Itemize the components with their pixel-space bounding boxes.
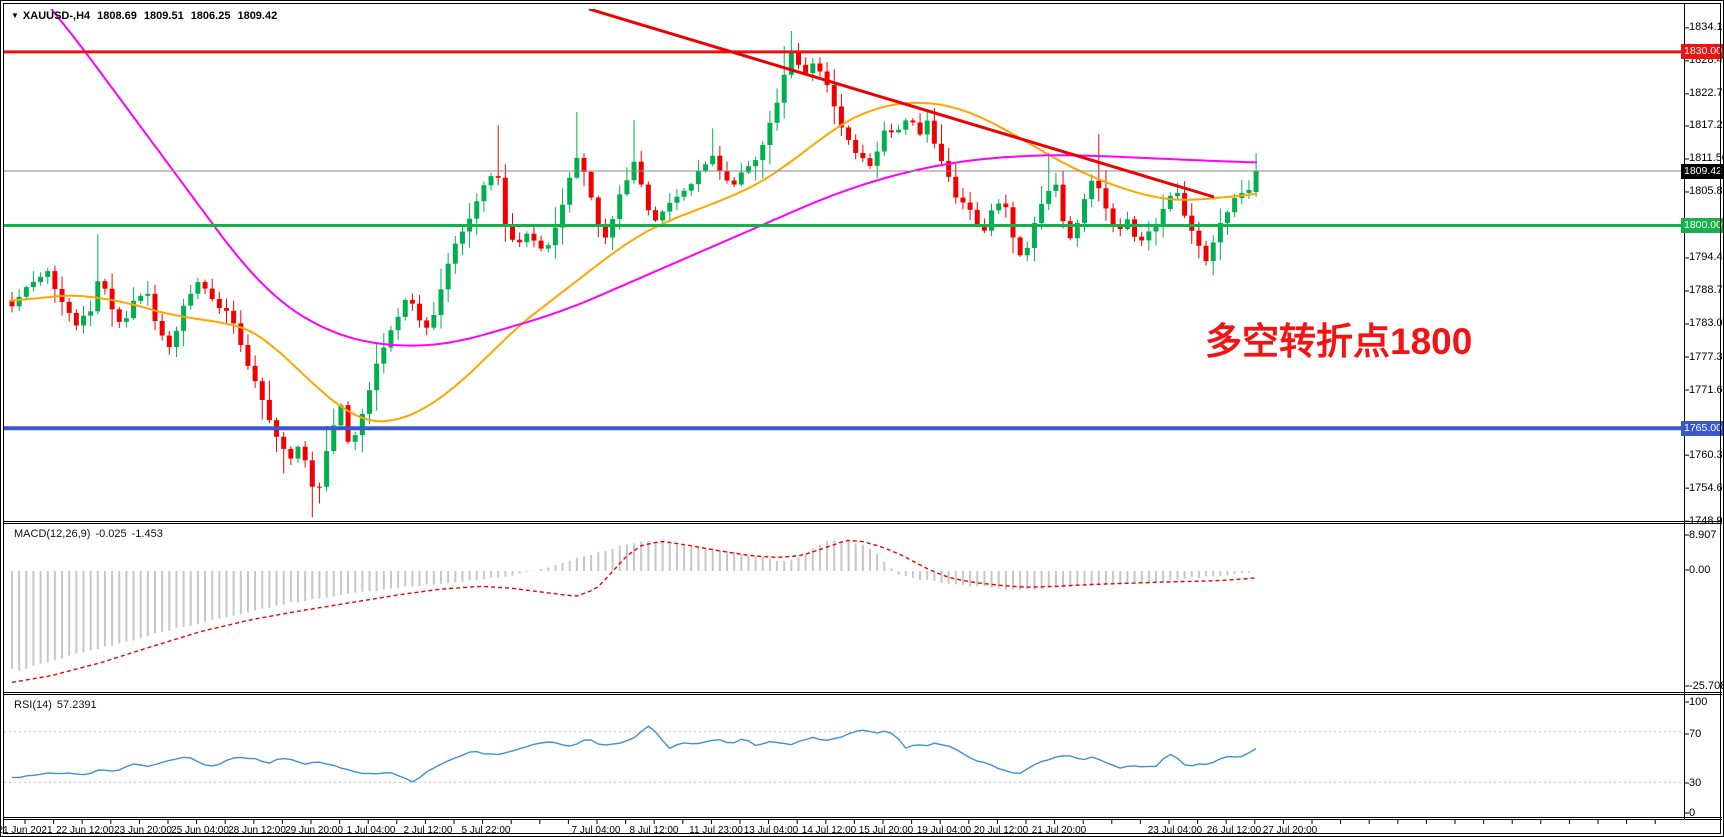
indicator-axis-label: 100 [1689, 695, 1708, 708]
price-axis-label: 1805.80 [1689, 185, 1723, 198]
rsi-panel [4, 725, 1684, 783]
time-axis-label: 23 Jun 20:00 [114, 825, 172, 836]
ma-fast-orange-line [9, 101, 1258, 423]
time-axis-label: 21 Jul 20:00 [1031, 825, 1087, 836]
axes-frame [4, 4, 1722, 824]
time-axis-label: 13 Jul 04:00 [743, 825, 799, 836]
price-axis-label: 1760.35 [1689, 448, 1723, 461]
macd-indicator-label: MACD(12,26,9) -0.025 -1.453 [14, 528, 168, 540]
price-axis-label: 1771.60 [1689, 383, 1723, 396]
time-axis-label: 7 Jul 04:00 [571, 825, 621, 836]
macd-signal-line [11, 539, 1257, 684]
rsi-line [11, 725, 1257, 783]
symbol-info: ▼ XAUUSD-,H4 1808.69 1809.51 1806.25 1809.42 [11, 10, 277, 22]
macd-panel [11, 539, 1258, 684]
time-axis-label: 27 Jul 20:00 [1262, 825, 1318, 836]
time-axis-label: 26 Jul 12:00 [1206, 825, 1262, 836]
indicator-axis-label: 0 [1689, 806, 1696, 819]
annotation-text[interactable]: 多空转折点1800 [1205, 321, 1473, 362]
ohlc-high: 1809.51 [143, 10, 184, 22]
price-axis-label: 1788.70 [1689, 284, 1723, 297]
candlesticks [9, 31, 1259, 518]
indicator-axis-label: -25.708 [1689, 679, 1724, 692]
symbol-dropdown-icon[interactable]: ▼ [11, 11, 19, 20]
time-axis-label: 5 Jul 22:00 [461, 825, 511, 836]
trendline[interactable] [588, 9, 1215, 199]
macd-value-signal: -1.453 [131, 528, 163, 540]
time-axis-label: 19 Jul 04:00 [916, 825, 972, 836]
price-axis-label: 1777.30 [1689, 350, 1723, 363]
ohlc-close: 1809.42 [237, 10, 278, 22]
symbol-period-label: XAUUSD-,H4 [22, 10, 91, 22]
time-axis-label: 20 Jul 12:00 [973, 825, 1029, 836]
price-level-label-1765.00: 1765.00 [1681, 420, 1723, 436]
time-axis-label: 14 Jul 12:00 [801, 825, 857, 836]
price-axis-label: 1748.95 [1689, 514, 1723, 527]
time-axis-label: 15 Jul 20:00 [858, 825, 914, 836]
price-axis-label: 1783.00 [1689, 317, 1723, 330]
time-axis-label: 25 Jun 04:00 [171, 825, 229, 836]
main-price-panel [4, 9, 1684, 518]
price-axis-label: 1834.15 [1689, 21, 1723, 34]
time-axis-label: 23 Jul 04:00 [1147, 825, 1203, 836]
rsi-indicator-label: RSI(14) 57.2391 [14, 699, 102, 711]
time-axis-label: 28 Jun 12:00 [228, 825, 286, 836]
time-axis-label: 21 Jun 2021 [0, 825, 53, 836]
time-axis-label: 8 Jul 12:00 [629, 825, 679, 836]
price-axis-label: 1811.50 [1689, 152, 1723, 165]
price-axis-label: 1822.75 [1689, 87, 1723, 100]
time-axis-label: 29 Jun 20:00 [285, 825, 343, 836]
indicator-axis-label: 0.00 [1689, 563, 1711, 576]
rsi-name: RSI(14) [14, 699, 52, 711]
ohlc-low: 1806.25 [190, 10, 231, 22]
macd-name: MACD(12,26,9) [14, 528, 91, 540]
ma-slow-magenta-line [50, 9, 1257, 347]
indicator-axis-label: 30 [1689, 776, 1702, 789]
price-level-label-1830.00: 1830.00 [1681, 44, 1723, 60]
price-level-label-1809.42: 1809.42 [1681, 163, 1723, 179]
price-axis-label: 1794.40 [1689, 251, 1723, 264]
time-axis-label: 11 Jul 23:00 [689, 825, 743, 836]
price-axis-label: 1817.20 [1689, 119, 1723, 132]
time-axis-label: 1 Jul 04:00 [346, 825, 396, 836]
rsi-value: 57.2391 [56, 699, 97, 711]
time-axis-label: 2 Jul 12:00 [403, 825, 453, 836]
price-axis-label: 1754.65 [1689, 481, 1723, 494]
ohlc-open: 1808.69 [97, 10, 137, 22]
indicator-axis-label: 70 [1689, 727, 1702, 740]
indicator-axis-label: 8.907 [1689, 528, 1717, 541]
time-axis-label: 22 Jun 12:00 [56, 825, 114, 836]
price-level-label-1800.00: 1800.00 [1681, 218, 1723, 234]
macd-value-main: -0.025 [95, 528, 127, 540]
